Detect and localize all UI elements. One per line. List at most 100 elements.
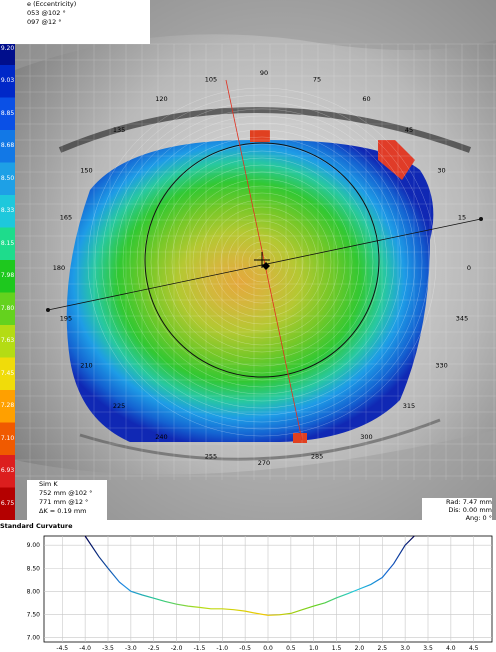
meridian-label: 210	[80, 362, 92, 370]
x-tick-label: 3.5	[423, 645, 433, 652]
eccentricity-panel: e (Eccentricity) 053 @102 ° 097 @12 °	[0, 0, 150, 44]
cursor-readout: Rad: 7.47 mm Dis: 0.00 mm Ang: 0 °	[422, 498, 492, 522]
pupil-outline	[144, 142, 380, 378]
upper-lash-line	[58, 107, 472, 153]
scale-value: 8.85	[0, 109, 15, 117]
x-tick-label: 4.0	[446, 645, 456, 652]
meridian-label: 345	[456, 314, 468, 322]
scale-value: 6.93	[0, 467, 15, 474]
scale-segment	[0, 195, 15, 228]
sim-k-delta: ΔK = 0.19 mm	[39, 507, 87, 515]
meridian-label: 270	[258, 459, 270, 467]
eccentricity-value-1: 053 @102 °	[27, 9, 66, 17]
curvature-profile-line	[84, 535, 415, 616]
scale-segment	[0, 292, 15, 326]
meridian-label: 285	[311, 452, 323, 460]
scale-value: 7.63	[0, 337, 15, 344]
placido-rings	[87, 87, 437, 437]
y-tick-label: 9.00	[27, 542, 41, 549]
reference-grid	[15, 43, 496, 480]
x-tick-labels: -4.5 -4.0 -3.5 -3.0 -2.5 -2.0 -1.5 -1.0 -0.5 0.0 0…	[56, 645, 478, 652]
readout-angle: Ang: 0 °	[465, 514, 492, 522]
keratometry-topography-map: 9075604530150345330315300285270255240225…	[0, 0, 496, 520]
sim-k-value-2: 771 mm @12 °	[39, 498, 89, 506]
x-tick-label: -1.5	[194, 645, 206, 652]
meridian-label: 255	[205, 452, 217, 460]
x-tick-label: 2.0	[355, 645, 365, 652]
sim-k-title: Sim K	[39, 480, 58, 488]
scale-value: 9.20	[0, 44, 15, 52]
meridian-label: 300	[360, 433, 372, 441]
flat-axis-end-right	[479, 217, 483, 221]
scale-value: 8.33	[0, 207, 15, 214]
scale-segment	[0, 260, 15, 293]
x-tick-label: 0.5	[286, 645, 296, 652]
meridian-label: 60	[362, 95, 370, 103]
scale-segment	[0, 65, 15, 98]
scale-value: 9.38	[0, 12, 15, 19]
x-tick-label: -1.0	[216, 645, 228, 652]
x-tick-label: 1.0	[309, 645, 319, 652]
scale-value: 6.75	[0, 499, 15, 507]
x-tick-label: 0.0	[263, 645, 273, 652]
scale-value: 7.98	[0, 272, 15, 279]
x-tick-label: 2.5	[378, 645, 388, 652]
y-tick-labels: 9.00 8.50 8.00 7.50 7.00	[27, 542, 41, 641]
meridian-label: 330	[435, 362, 447, 370]
scale-segment	[0, 357, 15, 391]
scale-segment	[0, 390, 15, 423]
scale-value: 7.28	[0, 402, 15, 409]
meridian-label: 30	[437, 167, 445, 175]
meridian-labels: 9075604530150345330315300285270255240225…	[53, 69, 471, 467]
readout-radius: Rad: 7.47 mm	[446, 498, 492, 506]
meridian-label: 105	[205, 76, 217, 84]
hot-spot-inferior	[293, 433, 307, 443]
sim-k-value-1: 752 mm @102 °	[39, 489, 93, 497]
readout-distance: Dis: 0.00 mm	[448, 506, 492, 514]
meridian-label: 180	[53, 264, 65, 272]
meridian-label: 0	[467, 264, 471, 272]
meridian-label: 240	[155, 433, 167, 441]
eccentricity-title: e (Eccentricity)	[27, 0, 77, 8]
scale-segment	[0, 487, 15, 520]
vertex-marker	[262, 262, 270, 270]
chart-gridlines	[44, 536, 492, 642]
sim-k-panel: Sim K 752 mm @102 ° 771 mm @12 ° ΔK = 0.…	[27, 480, 107, 520]
x-tick-label: 3.0	[400, 645, 410, 652]
meridian-label: 150	[80, 167, 92, 175]
y-tick-label: 8.00	[27, 588, 41, 595]
x-tick-label: -4.5	[56, 645, 68, 652]
x-tick-label: 1.5	[332, 645, 342, 652]
scale-value: 7.10	[0, 434, 15, 442]
x-tick-label: -2.0	[171, 645, 183, 652]
curvature-title: Standard Curvature	[0, 522, 73, 530]
hot-spot-superior	[250, 130, 270, 142]
meridian-label: 75	[313, 76, 321, 84]
x-tick-label: 4.5	[469, 645, 479, 652]
curvature-profile-chart: 9.00 8.50 8.00 7.50 7.00 -4.5 -4.0 -3.5 -3.0 -2.…	[27, 535, 493, 652]
meridian-label: 135	[113, 126, 125, 134]
eccentricity-value-2: 097 @12 °	[27, 18, 62, 26]
y-tick-label: 7.50	[27, 611, 41, 618]
scale-segment	[0, 422, 15, 456]
scale-segment	[0, 227, 15, 261]
meridian-label: 120	[155, 95, 167, 103]
hot-spot-superior-temporal	[378, 140, 415, 180]
scale-segment	[0, 325, 15, 358]
x-tick-label: -0.5	[239, 645, 251, 652]
meridian-label: 90	[260, 69, 268, 77]
scale-value: 7.45	[0, 369, 15, 377]
meridian-label: 45	[405, 126, 413, 134]
cornea-color-map	[66, 139, 434, 442]
x-tick-label: -3.0	[125, 645, 137, 652]
meridian-label: 15	[458, 214, 466, 222]
scale-segment	[0, 455, 15, 488]
meridian-label: 315	[403, 402, 415, 410]
y-tick-label: 7.00	[27, 634, 41, 641]
meridian-label: 225	[113, 402, 125, 410]
y-tick-label: 8.50	[27, 565, 41, 572]
lower-eyelid	[15, 430, 496, 520]
scale-segment	[0, 162, 15, 196]
meridian-label: 195	[60, 314, 72, 322]
scale-value: 8.15	[0, 239, 15, 247]
